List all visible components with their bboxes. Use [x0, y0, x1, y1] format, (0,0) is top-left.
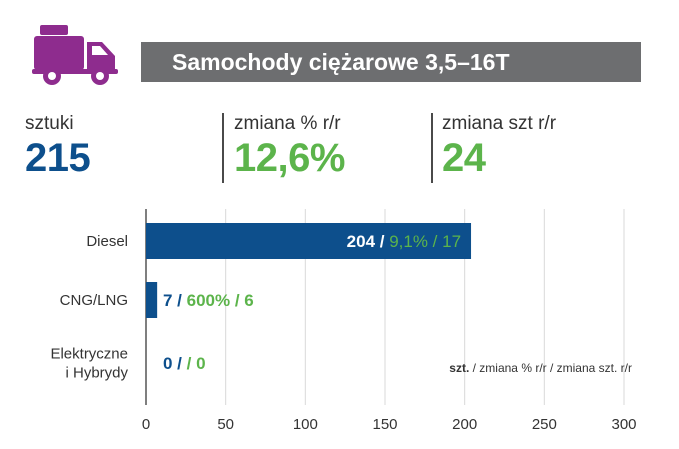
- kpi-divider: [431, 113, 433, 183]
- bar: [146, 282, 158, 318]
- x-tick-label: 0: [142, 416, 150, 433]
- kpi-change-percent: zmiana % r/r 12,6%: [234, 113, 345, 178]
- bar: [146, 223, 472, 259]
- x-tick-label: 150: [372, 416, 397, 433]
- kpi-change-units-label: zmiana szt r/r: [442, 113, 557, 134]
- bar-change: / 0: [187, 354, 206, 373]
- bar-change: 9,1% / 17: [389, 232, 461, 251]
- kpi-change-percent-value: 12,6%: [234, 136, 345, 180]
- bar-count: 7 /: [163, 291, 187, 310]
- truck-icon: [32, 25, 118, 85]
- bar-count: 204 /: [347, 232, 390, 251]
- x-tick-label: 100: [293, 416, 318, 433]
- category-label: Elektryczne: [50, 346, 128, 363]
- bar-value-label: 7 / 600% / 6: [163, 291, 254, 310]
- kpi-change-percent-label: zmiana % r/r: [234, 113, 341, 134]
- page-title: Samochody ciężarowe 3,5–16T: [141, 42, 641, 82]
- legend-bold: szt.: [449, 361, 469, 375]
- bar-change: 600% / 6: [187, 291, 254, 310]
- x-tick-label: 300: [611, 416, 636, 433]
- kpi-units-label: sztuki: [25, 113, 74, 134]
- kpi-change-units-value: 24: [442, 136, 486, 180]
- kpi-units: sztuki 215: [25, 113, 91, 180]
- category-label: Diesel: [86, 233, 128, 250]
- category-label: CNG/LNG: [60, 292, 128, 309]
- legend-note: szt. / zmiana % r/r / zmiana szt. r/r: [449, 361, 632, 375]
- x-tick-label: 200: [452, 416, 477, 433]
- bar-value-label: 0 / / 0: [163, 354, 206, 373]
- kpi-divider: [222, 113, 224, 183]
- kpi-units-value: 215: [25, 136, 91, 180]
- category-label: i Hybrydy: [65, 365, 128, 382]
- x-tick-label: 250: [532, 416, 557, 433]
- kpi-change-units: zmiana szt r/r 24: [442, 113, 556, 178]
- bar-count: 0 /: [163, 354, 187, 373]
- legend-rest: / zmiana % r/r / zmiana szt. r/r: [469, 361, 632, 375]
- x-tick-label: 50: [217, 416, 234, 433]
- bar-value-label: 204 / 9,1% / 17: [347, 232, 461, 251]
